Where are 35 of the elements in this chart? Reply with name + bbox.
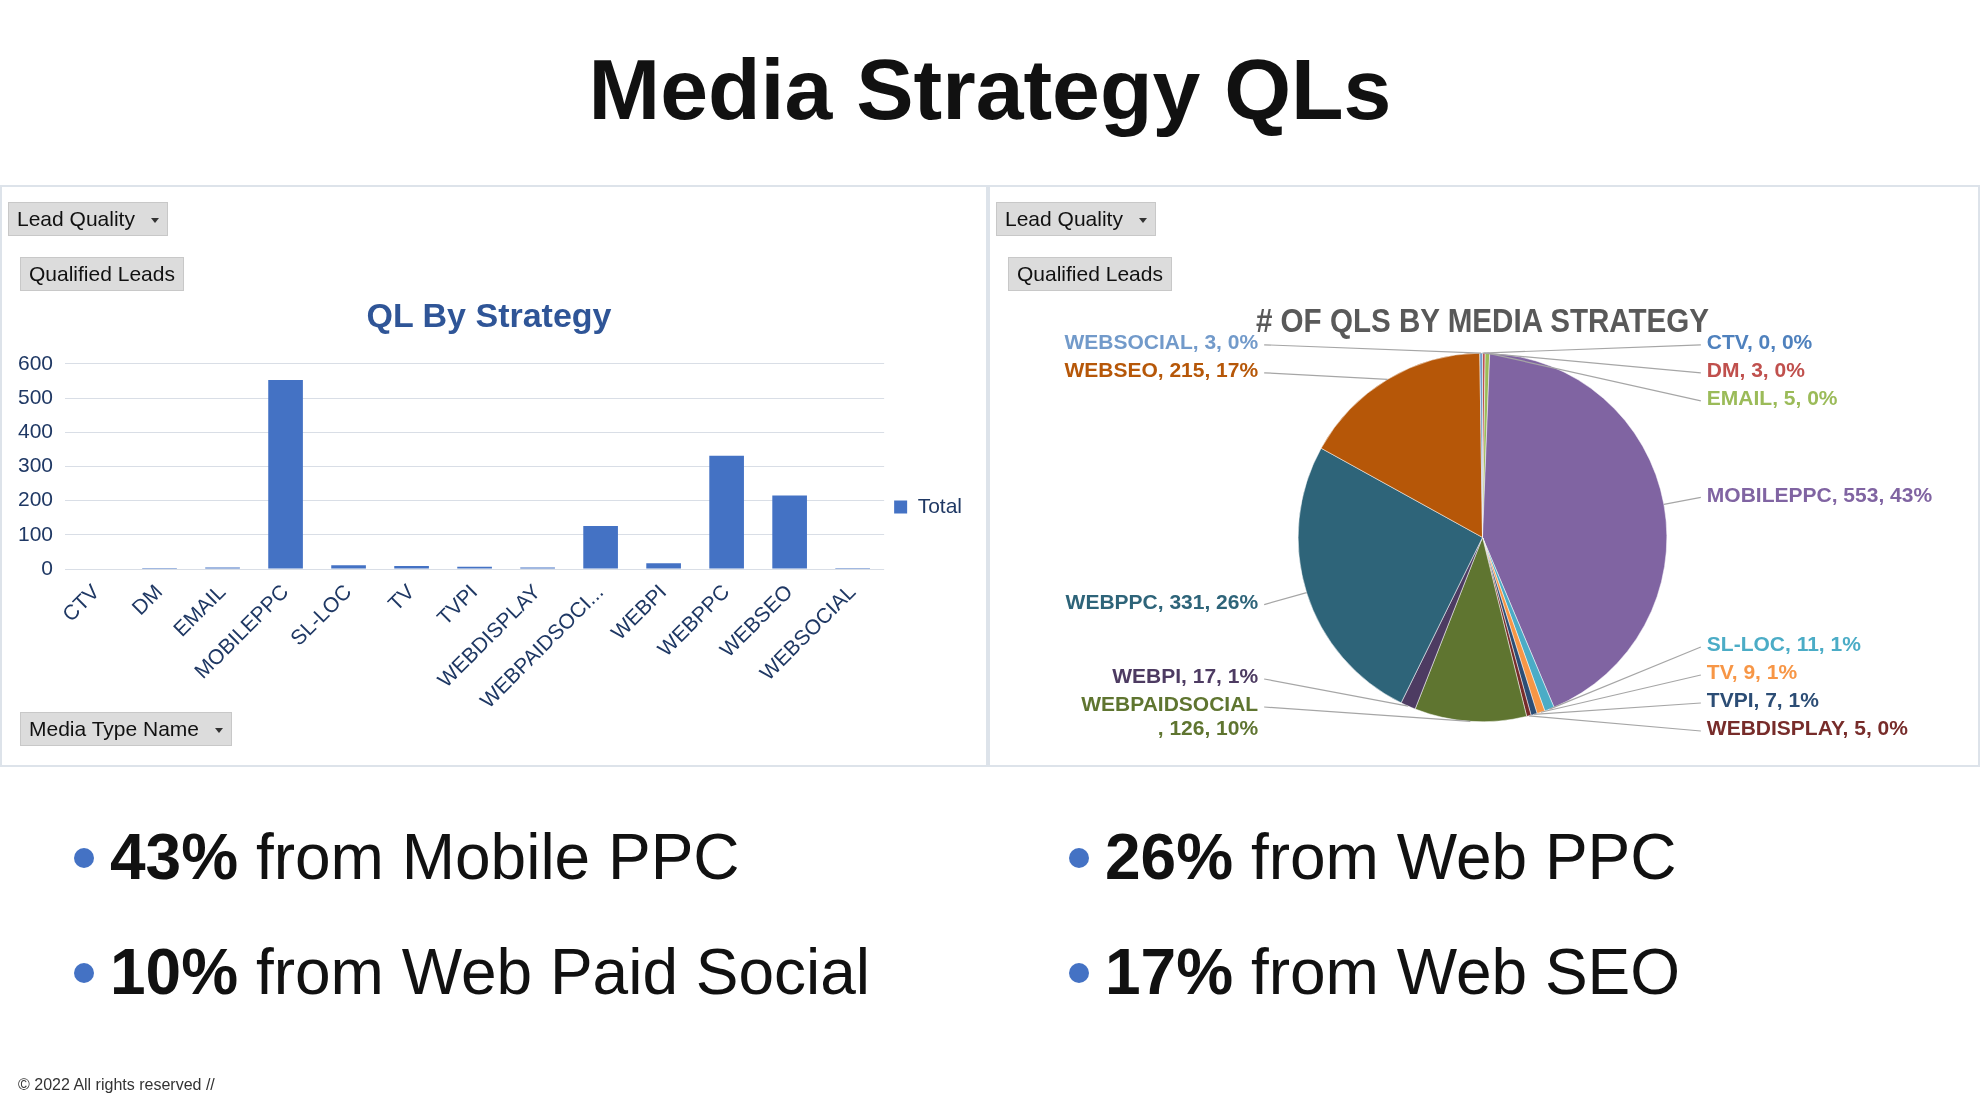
slice-label: SL-LOC, 11, 1% <box>1706 632 1862 656</box>
data-label: , 126, 10% <box>1157 716 1259 740</box>
category-label: CTV, 0, 0% <box>1706 330 1813 354</box>
text: 26% from Web PPC <box>1105 820 1677 894</box>
y-tick-label: 200 <box>17 487 54 511</box>
slice-label: WEBDISPLAY, 5, 0% <box>1706 716 1909 740</box>
text: Qualified Leads <box>1017 262 1163 285</box>
text: © 2022 All rights reserved // <box>18 1076 215 1094</box>
y-tick-label: 400 <box>17 419 54 443</box>
legend-label: Total <box>917 493 962 517</box>
text: 17% from Web SEO <box>1105 935 1681 1009</box>
slice-label: WEBSEO, 215, 17% <box>1064 358 1259 382</box>
slice-label: WEBPPC, 331, 26% <box>1065 589 1259 613</box>
y-tick-label: 300 <box>17 453 54 477</box>
text: Media Strategy QLs <box>587 40 1393 139</box>
slice-label: WEBPAIDSOCIAL <box>1081 692 1259 716</box>
slice-label: TVPI, 7, 1% <box>1706 688 1820 712</box>
slice-label: EMAIL, 5, 0% <box>1706 386 1838 410</box>
text: Lead Quality <box>1005 207 1123 230</box>
text: Qualified Leads <box>29 262 175 285</box>
text: Lead Quality <box>17 207 135 230</box>
text: Media Type Name <box>29 717 200 740</box>
y-tick-label: 500 <box>17 384 54 408</box>
y-tick-label: 100 <box>17 521 54 545</box>
text: 43% from Mobile PPC <box>110 820 740 894</box>
slice-label: MOBILEPPC, 553, 43% <box>1706 482 1933 506</box>
text: 10% from Web Paid Social <box>110 935 871 1009</box>
x-tick-label: DM <box>127 579 167 620</box>
chart-title: QL By Strategy <box>366 295 612 334</box>
slice-label: TV, 9, 1% <box>1706 660 1798 684</box>
y-tick-label: 0 <box>41 555 54 579</box>
y-tick-label: 600 <box>17 350 54 374</box>
slice-label: WEBPI, 17, 1% <box>1112 664 1259 688</box>
x-tick-label: TV <box>383 579 419 615</box>
slice-label: DM, 3, 0% <box>1706 358 1806 382</box>
